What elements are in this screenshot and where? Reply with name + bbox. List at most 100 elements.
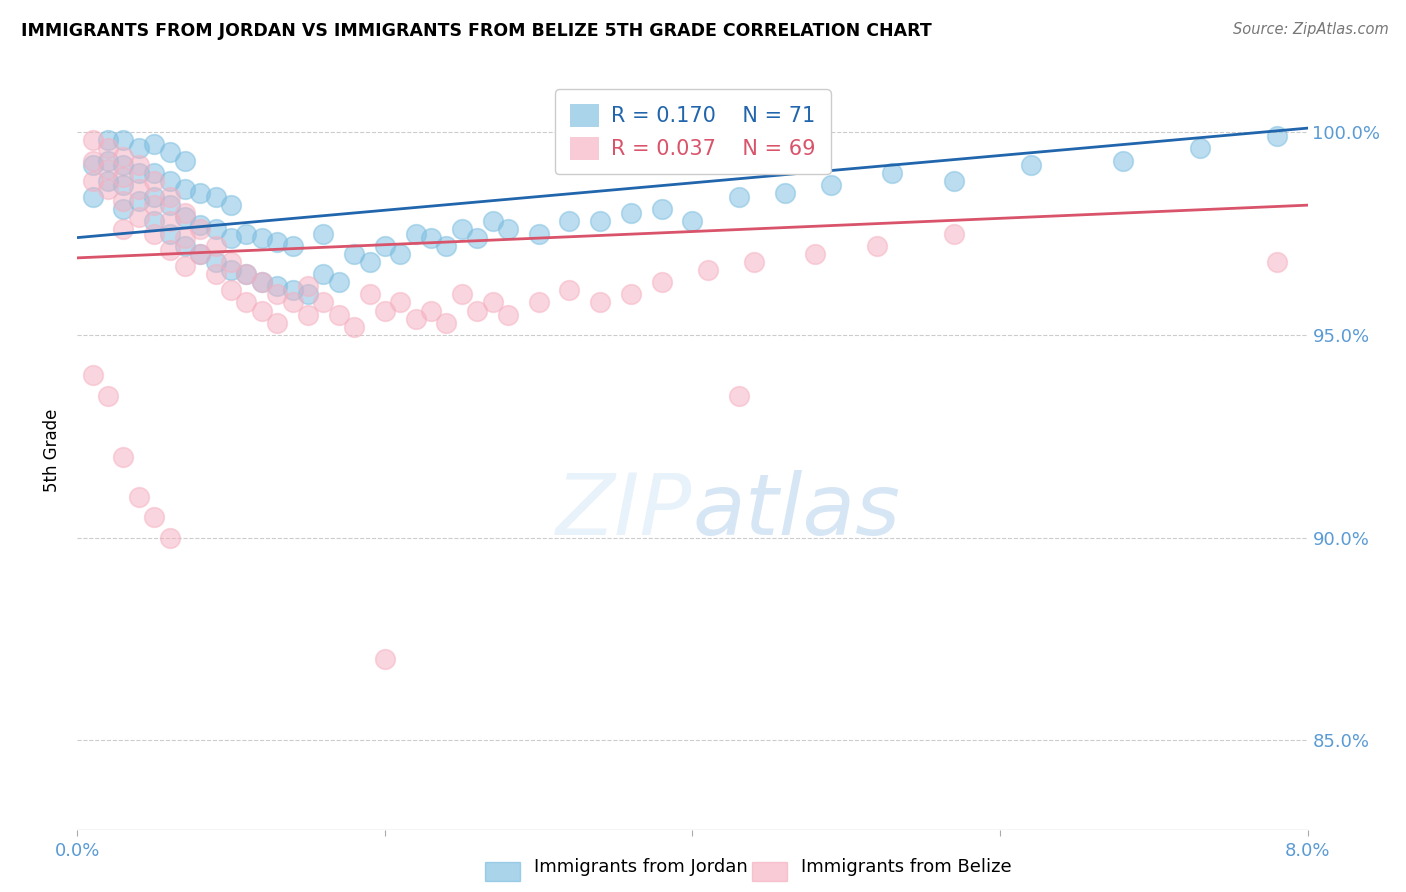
Point	[420, 230, 443, 244]
Point	[97, 133, 120, 147]
Point	[112, 202, 135, 217]
Point	[281, 238, 304, 252]
Point	[266, 287, 288, 301]
Point	[1112, 153, 1135, 168]
Point	[82, 190, 104, 204]
Point	[128, 194, 150, 208]
Point	[143, 174, 166, 188]
Point	[420, 303, 443, 318]
Point	[112, 194, 135, 208]
Text: Immigrants from Jordan: Immigrants from Jordan	[534, 858, 748, 876]
Point	[651, 202, 673, 217]
Legend: R = 0.170    N = 71, R = 0.037    N = 69: R = 0.170 N = 71, R = 0.037 N = 69	[555, 89, 831, 174]
Text: Immigrants from Belize: Immigrants from Belize	[801, 858, 1012, 876]
Point	[128, 166, 150, 180]
Point	[188, 247, 212, 261]
Point	[143, 214, 166, 228]
Point	[266, 316, 288, 330]
Point	[359, 255, 381, 269]
Point	[1188, 141, 1211, 155]
Point	[374, 652, 396, 666]
Point	[112, 450, 135, 464]
Point	[159, 214, 181, 228]
Point	[159, 198, 181, 212]
Point	[174, 206, 197, 220]
Point	[312, 227, 335, 241]
Point	[143, 166, 166, 180]
Point	[343, 247, 366, 261]
Point	[82, 368, 104, 383]
Point	[97, 174, 120, 188]
Point	[204, 238, 226, 252]
Point	[97, 153, 120, 168]
Point	[188, 219, 212, 233]
Point	[128, 141, 150, 155]
Point	[97, 389, 120, 403]
Point	[174, 182, 197, 196]
Point	[219, 198, 242, 212]
Point	[465, 230, 488, 244]
Point	[496, 308, 519, 322]
Y-axis label: 5th Grade: 5th Grade	[44, 409, 62, 492]
Point	[82, 174, 104, 188]
Point	[312, 267, 335, 281]
Point	[297, 308, 319, 322]
Point	[882, 166, 904, 180]
Point	[128, 182, 150, 196]
Point	[174, 230, 197, 244]
Point	[558, 214, 581, 228]
Point	[389, 295, 412, 310]
Point	[174, 259, 197, 273]
Point	[159, 174, 181, 188]
Point	[328, 275, 350, 289]
Point	[620, 206, 643, 220]
Point	[219, 263, 242, 277]
Point	[143, 137, 166, 152]
Point	[188, 222, 212, 236]
Point	[620, 287, 643, 301]
Point	[159, 190, 181, 204]
Point	[465, 303, 488, 318]
Point	[112, 149, 135, 163]
Point	[804, 247, 827, 261]
Point	[436, 316, 458, 330]
Point	[174, 153, 197, 168]
Point	[1019, 158, 1042, 172]
Point	[204, 190, 226, 204]
Point	[159, 531, 181, 545]
Point	[374, 238, 396, 252]
Point	[235, 267, 257, 281]
Point	[328, 308, 350, 322]
Point	[359, 287, 381, 301]
Point	[866, 238, 889, 252]
Point	[1265, 129, 1288, 144]
Point	[727, 389, 749, 403]
Point	[405, 311, 427, 326]
Text: atlas: atlas	[693, 469, 900, 553]
Point	[250, 230, 273, 244]
Point	[128, 490, 150, 504]
Text: Source: ZipAtlas.com: Source: ZipAtlas.com	[1233, 22, 1389, 37]
Point	[281, 283, 304, 297]
Point	[112, 178, 135, 192]
Point	[727, 190, 749, 204]
Point	[97, 182, 120, 196]
Point	[266, 279, 288, 293]
Text: IMMIGRANTS FROM JORDAN VS IMMIGRANTS FROM BELIZE 5TH GRADE CORRELATION CHART: IMMIGRANTS FROM JORDAN VS IMMIGRANTS FRO…	[21, 22, 932, 40]
Point	[682, 214, 704, 228]
Point	[436, 238, 458, 252]
Point	[159, 227, 181, 241]
Point	[112, 222, 135, 236]
Point	[143, 198, 166, 212]
Point	[266, 235, 288, 249]
Point	[742, 255, 765, 269]
Point	[143, 190, 166, 204]
Point	[389, 247, 412, 261]
Point	[820, 178, 842, 192]
Point	[219, 230, 242, 244]
Point	[281, 295, 304, 310]
Point	[374, 303, 396, 318]
Point	[188, 247, 212, 261]
Point	[235, 227, 257, 241]
Point	[343, 319, 366, 334]
